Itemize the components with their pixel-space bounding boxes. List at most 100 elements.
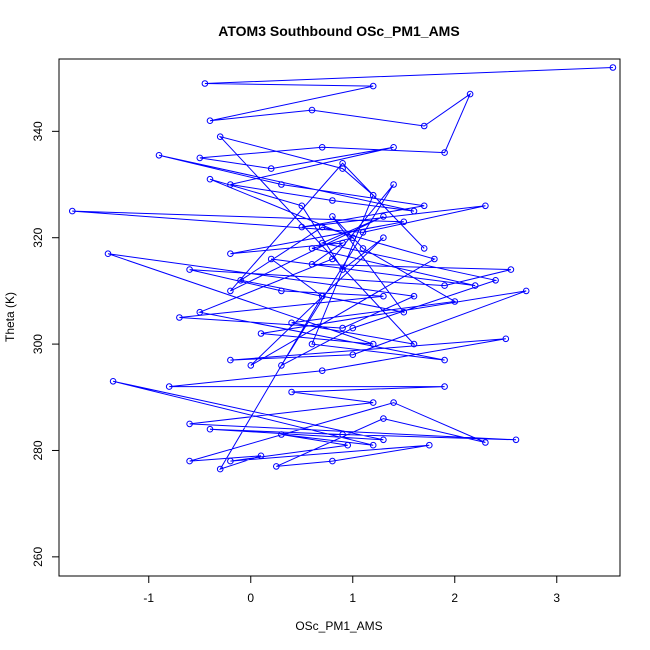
data-point — [512, 436, 520, 444]
data-point — [216, 133, 224, 140]
data-point — [380, 213, 387, 220]
data-point — [206, 425, 214, 433]
x-tick-label: 0 — [247, 591, 254, 605]
data-point — [278, 362, 285, 369]
data-point — [288, 319, 295, 327]
data-point — [359, 229, 367, 236]
data-point — [339, 160, 346, 167]
data-point — [308, 340, 316, 348]
x-tick-label: 3 — [553, 591, 560, 605]
y-axis: 260 280 300 320 340 — [31, 121, 60, 567]
data-point — [426, 441, 433, 449]
data-point — [298, 223, 306, 231]
y-tick-label: 320 — [31, 227, 45, 247]
data-point — [329, 457, 336, 465]
data-point — [420, 245, 428, 252]
data-point — [609, 64, 617, 71]
data-point — [186, 266, 193, 273]
series-lines — [72, 67, 613, 470]
data-point — [482, 202, 489, 210]
data-point — [186, 420, 193, 428]
data-point — [466, 90, 474, 98]
data-point — [227, 250, 234, 257]
data-point — [441, 383, 448, 390]
data-point — [349, 324, 357, 332]
data-point — [227, 181, 234, 188]
data-point — [349, 351, 357, 359]
data-point — [278, 431, 285, 438]
data-point — [339, 324, 346, 332]
data-point — [257, 452, 265, 460]
data-point — [201, 80, 209, 87]
data-point — [369, 441, 377, 449]
data-point — [329, 255, 336, 263]
data-point — [369, 340, 377, 348]
data-point — [380, 415, 387, 422]
data-point — [441, 356, 448, 364]
y-tick-label: 300 — [31, 334, 45, 354]
data-point — [410, 207, 418, 215]
y-axis-label: Theta (K) — [3, 292, 17, 342]
data-point — [522, 287, 530, 295]
data-point — [502, 335, 510, 343]
data-point — [227, 356, 234, 364]
data-point — [237, 277, 244, 284]
data-point — [196, 154, 204, 162]
data-point — [349, 234, 357, 241]
data-point — [390, 144, 397, 151]
data-point — [339, 239, 346, 247]
data-point — [441, 282, 448, 289]
data-point — [318, 367, 326, 375]
data-point — [267, 255, 275, 263]
data-point — [369, 82, 377, 90]
data-point — [400, 218, 408, 226]
x-tick-label: -1 — [143, 591, 154, 605]
data-point — [410, 340, 418, 348]
data-point — [471, 282, 479, 289]
data-point — [380, 292, 387, 300]
data-point — [308, 261, 316, 268]
data-point — [288, 388, 295, 396]
data-point — [318, 292, 326, 300]
data-point — [206, 175, 214, 183]
series-line — [72, 67, 613, 470]
data-point — [344, 441, 352, 449]
data-point — [278, 181, 285, 188]
data-point — [339, 266, 346, 273]
plot-frame — [58, 58, 621, 577]
data-point — [69, 207, 76, 215]
data-point — [186, 457, 193, 465]
data-point — [359, 245, 367, 252]
data-point — [390, 399, 397, 406]
y-tick-label: 280 — [31, 440, 45, 460]
x-axis: -1 0 1 2 3 — [143, 575, 560, 605]
data-point — [318, 239, 326, 247]
data-point — [329, 197, 336, 204]
data-point — [380, 436, 387, 444]
data-point — [104, 250, 112, 257]
data-point — [441, 149, 448, 156]
data-point — [339, 431, 346, 438]
series-points — [69, 64, 617, 473]
data-point — [247, 362, 255, 369]
data-point — [216, 465, 224, 473]
data-point — [206, 117, 214, 124]
x-tick-label: 1 — [349, 591, 356, 605]
data-point — [329, 213, 336, 220]
data-point — [420, 122, 428, 130]
chart-title: ATOM3 Southbound OSc_PM1_AMS — [218, 23, 459, 39]
data-point — [451, 298, 459, 305]
x-tick-label: 2 — [451, 591, 458, 605]
data-point — [196, 308, 204, 316]
data-point — [390, 181, 397, 188]
data-point — [109, 378, 117, 385]
data-point — [165, 383, 173, 390]
data-point — [298, 202, 306, 210]
data-point — [369, 399, 377, 406]
data-point — [176, 314, 183, 321]
data-point — [267, 165, 275, 172]
data-point — [278, 287, 285, 295]
data-point — [318, 223, 326, 231]
data-point — [400, 308, 408, 316]
